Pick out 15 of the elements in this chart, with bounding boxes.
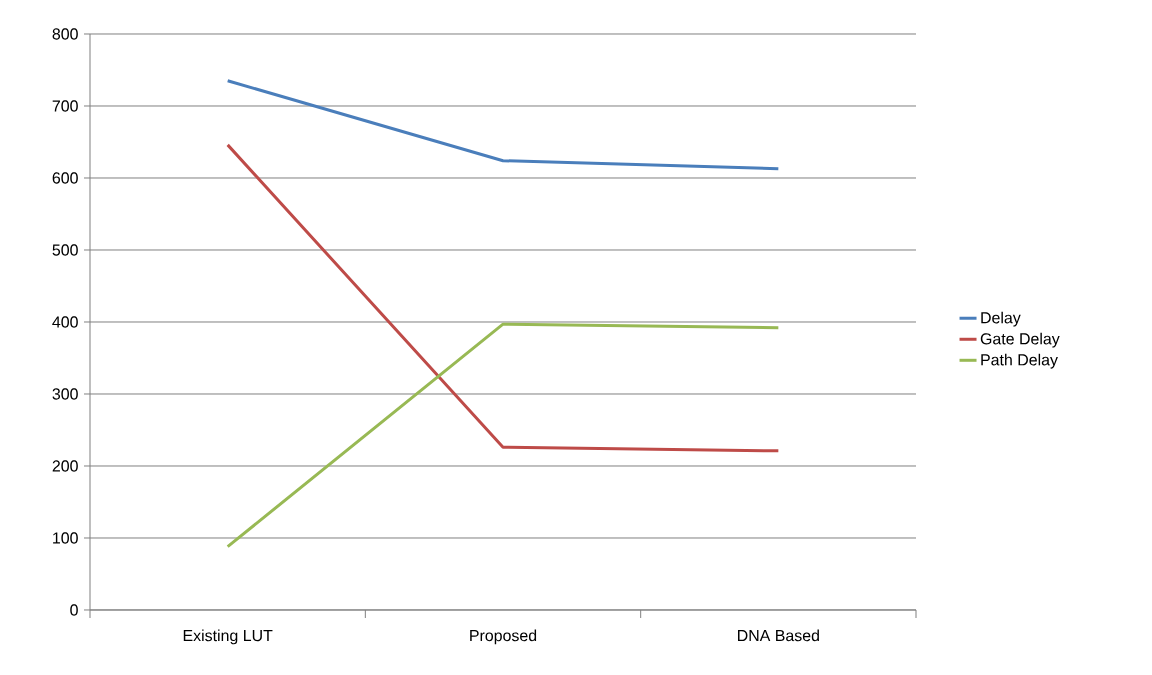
legend-label: Delay <box>981 311 1021 327</box>
y-tick-label: 200 <box>52 460 78 472</box>
y-tick-label: 400 <box>52 316 78 328</box>
y-tick-label: 800 <box>52 28 78 40</box>
y-tick-label: 0 <box>70 604 78 616</box>
y-tick-label: 300 <box>52 388 78 400</box>
y-tick-label: 500 <box>52 244 78 256</box>
x-tick-label: DNA Based <box>738 629 819 642</box>
y-tick-label: 100 <box>53 532 78 544</box>
y-tick-label: 600 <box>52 172 78 184</box>
legend-label: Path Delay <box>981 353 1058 369</box>
x-tick-label: Proposed <box>470 629 537 645</box>
y-tick-label: 700 <box>52 100 78 112</box>
legend-label: Gate Delay <box>980 332 1060 348</box>
x-tick-label: Existing LUT <box>183 629 273 645</box>
